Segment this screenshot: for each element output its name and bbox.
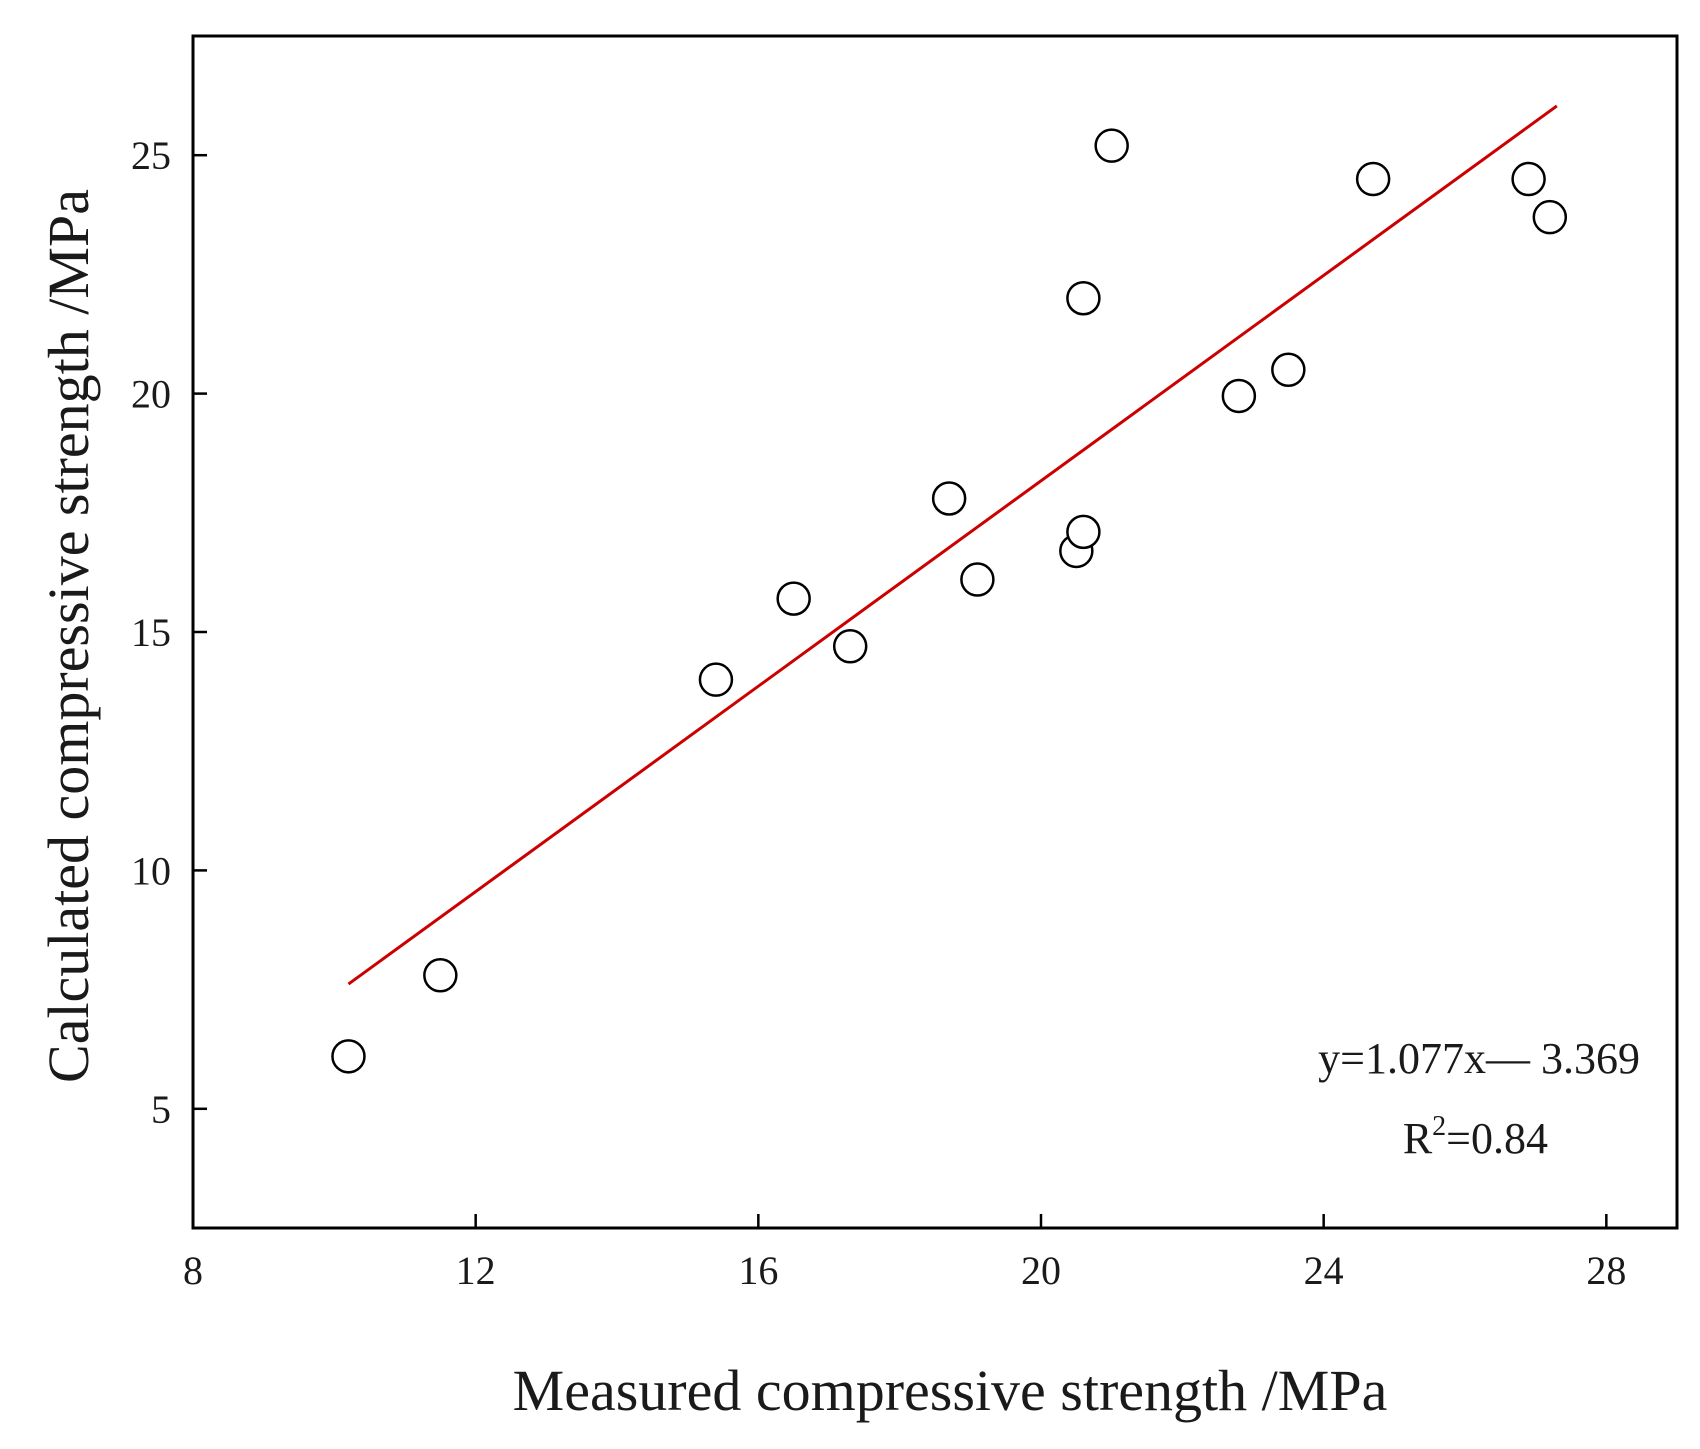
data-point	[1271, 352, 1306, 388]
data-point	[331, 1039, 366, 1074]
data-point	[1094, 128, 1129, 163]
x-tick-label: 28	[1586, 1248, 1626, 1293]
x-tick-label: 24	[1304, 1248, 1344, 1293]
y-tick-label: 10	[131, 848, 171, 893]
data-point	[1221, 378, 1257, 414]
r-squared-superscript: 2	[1432, 1111, 1446, 1142]
regression-line	[347, 104, 1558, 986]
fit-line-layer	[347, 104, 1558, 986]
x-axis-title: Measured compressive strength /MPa	[513, 1358, 1388, 1423]
y-tick-label: 5	[151, 1087, 171, 1132]
data-point	[1532, 199, 1568, 235]
data-point	[776, 581, 811, 616]
data-point	[931, 481, 967, 516]
y-tick-label: 20	[131, 372, 171, 417]
data-points	[331, 128, 1568, 1074]
data-point	[1355, 161, 1391, 197]
x-tick-label: 16	[738, 1248, 778, 1293]
x-axis: 8 12 16 20 24 28	[183, 1214, 1626, 1293]
data-point	[1066, 280, 1101, 316]
x-tick-label: 8	[183, 1248, 203, 1293]
y-tick-label: 25	[131, 133, 171, 178]
data-point	[1066, 514, 1101, 550]
x-tick-label: 12	[456, 1248, 496, 1293]
r-squared: R2=0.84	[1403, 1111, 1548, 1163]
y-axis-title: Calculated compressive strength /MPa	[36, 189, 101, 1083]
x-tick-label: 20	[1021, 1248, 1061, 1293]
r-squared-base: R	[1403, 1114, 1433, 1163]
y-axis: 5 10 15 20 25	[131, 133, 207, 1132]
data-point	[960, 562, 995, 597]
data-point	[423, 958, 458, 993]
y-tick-label: 15	[131, 610, 171, 655]
data-point	[698, 662, 734, 697]
r-squared-value: =0.84	[1446, 1114, 1548, 1163]
data-point	[1511, 161, 1546, 197]
regression-equation: y=1.077x— 3.369	[1318, 1034, 1640, 1083]
data-point	[832, 629, 868, 664]
